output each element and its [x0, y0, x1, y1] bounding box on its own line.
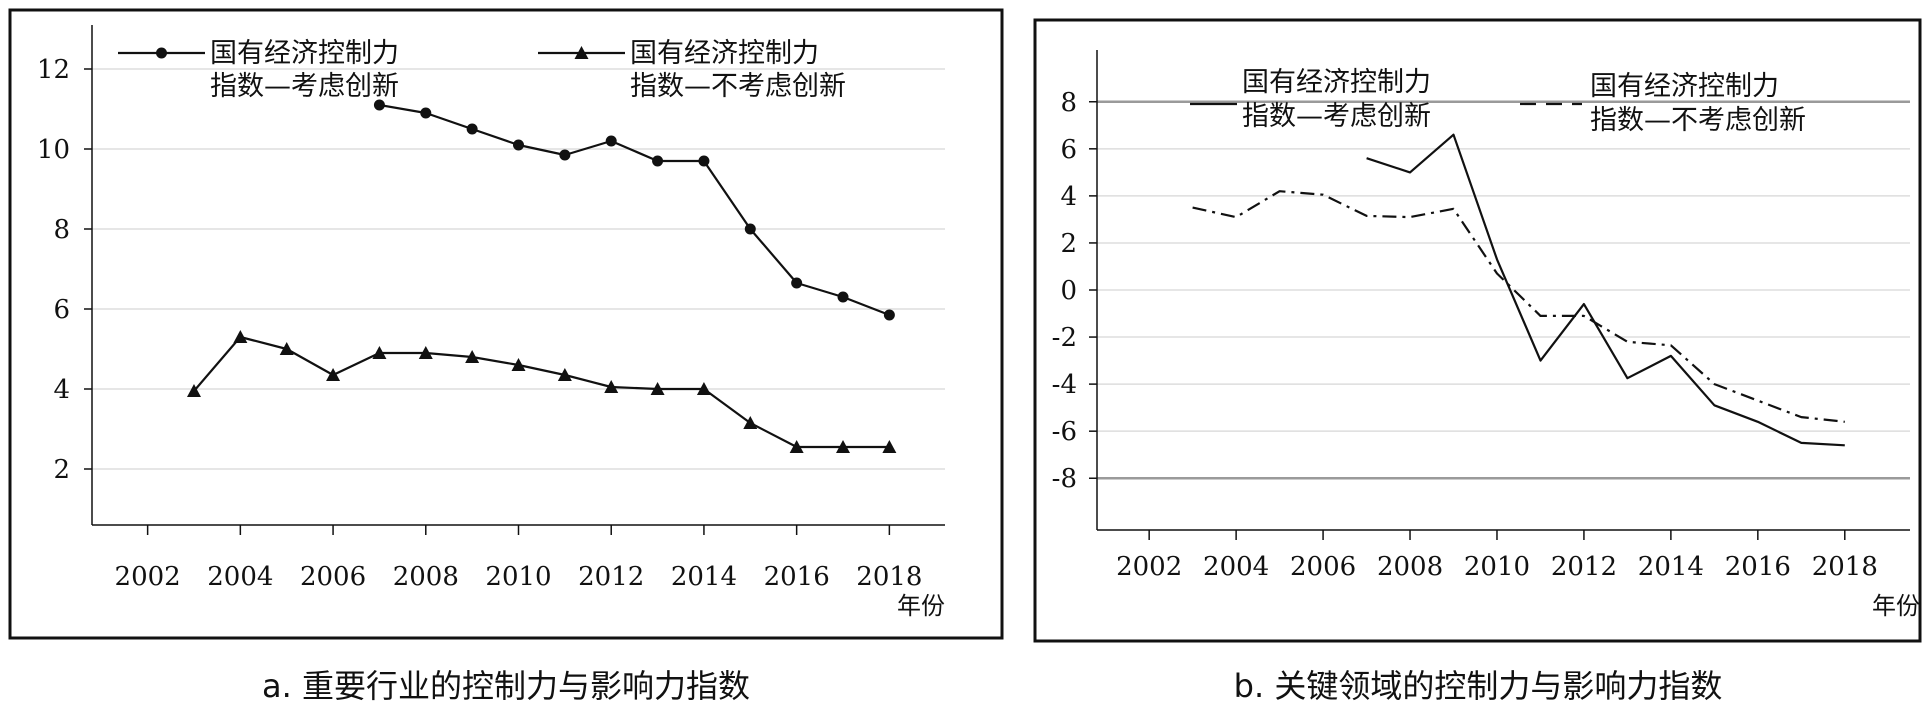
- p0-x-tick-label: 2018: [856, 562, 922, 592]
- p0-y-tick-label: 8: [53, 215, 70, 245]
- p0-series-0-point: [744, 223, 756, 235]
- p1-x-tick-label: 2004: [1203, 552, 1269, 582]
- panel-a-caption: a. 重要行业的控制力与影响力指数: [262, 667, 750, 705]
- p0-series-0-point: [466, 123, 478, 135]
- p0-x-tick-label: 2014: [671, 562, 737, 592]
- p1-y-tick-label: 4: [1060, 182, 1077, 212]
- p1-x-tick-label: 2002: [1116, 552, 1182, 582]
- p1-y-tick-label: 2: [1060, 229, 1077, 259]
- p1-x-unit-label: 年份: [1872, 592, 1920, 620]
- panel-a-frame: [8, 8, 1004, 640]
- p1-y-tick-label: 6: [1060, 135, 1077, 165]
- p1-legend-0-label-line1: 国有经济控制力: [1242, 67, 1431, 98]
- p1-y-tick-label: -4: [1052, 370, 1077, 400]
- p1-x-tick-label: 2010: [1464, 552, 1530, 582]
- p1-legend-1-label-line2: 指数—不考虑创新: [1590, 105, 1806, 136]
- p0-series-1-point: [465, 350, 480, 363]
- p0-x-tick-label: 2008: [393, 562, 459, 592]
- p0-legend-0-marker: [156, 47, 167, 59]
- p1-legend-0-label-line2: 指数—考虑创新: [1242, 101, 1431, 132]
- p1-x-tick-label: 2006: [1290, 552, 1356, 582]
- p1-x-tick-label: 2016: [1725, 552, 1791, 582]
- p0-series-0-point: [420, 107, 432, 119]
- p0-legend-0-label-line1: 国有经济控制力: [210, 38, 399, 69]
- p0-series-0-point: [652, 155, 664, 167]
- p0-series-0-point: [698, 155, 710, 167]
- p0-series-1-point: [279, 342, 294, 355]
- p0-series-0-point: [559, 149, 571, 161]
- panel-a-plot: 2 4 6 8 10 12 2002 2004 2006 2008 2010 2012 2014 2016…: [37, 25, 945, 620]
- p0-x-tick-label: 2004: [207, 562, 273, 592]
- p0-series-1-point: [604, 380, 619, 393]
- p0-series-1-point: [418, 346, 433, 359]
- p0-series-1-point: [557, 368, 572, 381]
- p1-y-tick-label: 8: [1060, 88, 1077, 118]
- p0-series-1-point: [326, 368, 341, 381]
- p1-y-tick-label: -6: [1052, 417, 1077, 447]
- p1-x-tick-label: 2008: [1377, 552, 1443, 582]
- p1-series-0-line: [1366, 133, 1845, 447]
- p0-x-tick-label: 2016: [764, 562, 830, 592]
- p0-x-unit-label: 年份: [897, 592, 945, 620]
- p1-y-tick-label: -8: [1052, 464, 1077, 494]
- p0-series-1-point: [650, 382, 665, 395]
- p0-x-tick-label: 2010: [485, 562, 551, 592]
- p0-x-tick-label: 2002: [115, 562, 181, 592]
- p0-series-1-point: [882, 440, 897, 453]
- p0-y-tick-label: 10: [37, 135, 70, 165]
- p0-series-0-point: [837, 291, 849, 303]
- panel-b-frame: [1033, 18, 1922, 643]
- p0-series-1-point: [372, 346, 387, 359]
- p1-series-1-line: [1192, 190, 1845, 423]
- p0-series-0-point: [605, 135, 617, 147]
- p0-series-0-point: [883, 309, 895, 321]
- p0-legend-1-label-line2: 指数—不考虑创新: [630, 71, 846, 102]
- p0-series-1-point: [743, 416, 758, 429]
- p1-y-tick-label: -2: [1052, 323, 1077, 353]
- p1-y-tick-label: 0: [1060, 276, 1077, 306]
- p0-y-tick-label: 2: [53, 455, 70, 485]
- panel-b-caption: b. 关键领域的控制力与影响力指数: [1234, 667, 1723, 705]
- p1-legend-1-label-line1: 国有经济控制力: [1590, 71, 1779, 102]
- p0-legend-1-marker: [574, 46, 589, 59]
- p0-series-1-line: [193, 335, 890, 449]
- p0-legend-1-label-line1: 国有经济控制力: [630, 38, 819, 69]
- p0-series-0-point: [373, 99, 385, 111]
- p1-x-tick-label: 2014: [1638, 552, 1704, 582]
- p0-series-0-point: [791, 277, 803, 289]
- p1-x-tick-label: 2018: [1812, 552, 1878, 582]
- p0-series-0-point: [513, 139, 524, 151]
- p0-series-0-line: [379, 103, 890, 317]
- p0-series-1-point: [186, 384, 201, 397]
- p0-y-tick-label: 12: [37, 55, 70, 85]
- p0-series-1-point: [233, 330, 248, 343]
- p0-x-tick-label: 2012: [578, 562, 644, 592]
- p0-legend-0-label-line2: 指数—考虑创新: [210, 71, 399, 102]
- panel-b-plot: -8 -6 -4 -2 0 2 4 6 8 2002 2004 2006 2008 2010 2012 201…: [1052, 50, 1920, 620]
- p0-series-1-point: [511, 358, 526, 371]
- p0-series-1-point: [836, 440, 851, 453]
- p0-series-1-point: [789, 440, 804, 453]
- p0-series-1-point: [696, 382, 711, 395]
- p0-y-tick-label: 6: [53, 295, 70, 325]
- p0-x-tick-label: 2006: [300, 562, 366, 592]
- p0-y-tick-label: 4: [53, 375, 70, 405]
- p1-x-tick-label: 2012: [1551, 552, 1617, 582]
